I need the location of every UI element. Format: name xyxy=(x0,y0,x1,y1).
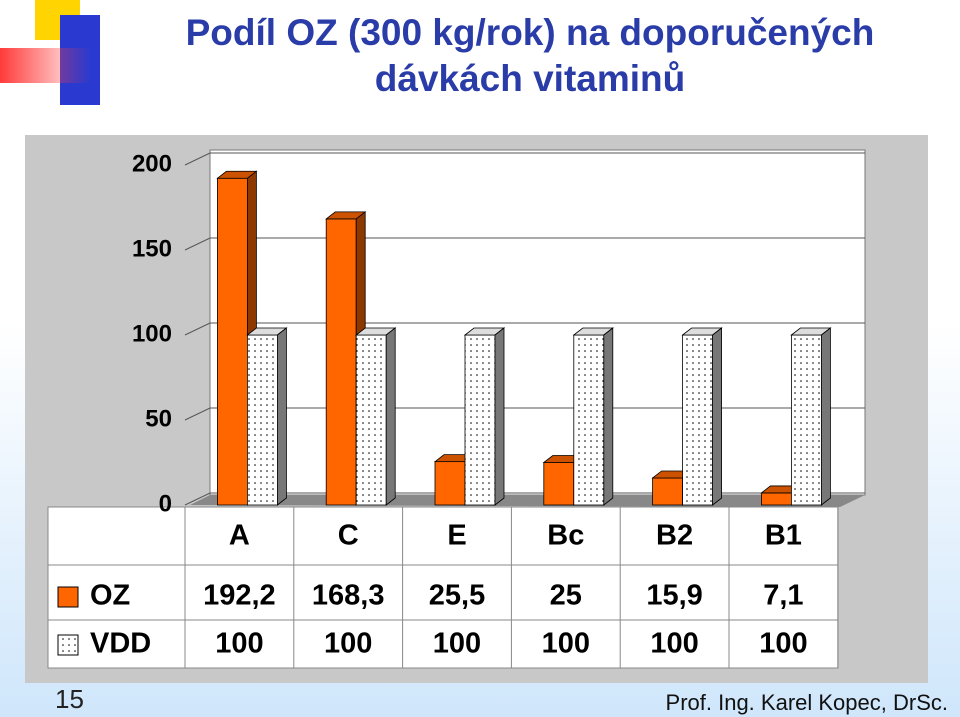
bar-front xyxy=(464,334,496,506)
table-value: 15,9 xyxy=(646,580,702,612)
x-tick-label: Bc xyxy=(547,520,584,552)
slide-number: 15 xyxy=(55,684,84,714)
bar-front xyxy=(761,492,792,506)
x-tick-label: C xyxy=(338,520,359,552)
bar-side xyxy=(821,327,831,506)
footer: Prof. Ing. Karel Kopec, DrSc. xyxy=(665,690,948,715)
table-value: 7,1 xyxy=(763,580,803,612)
decor xyxy=(0,48,90,83)
grid-line xyxy=(184,492,865,506)
grid-line xyxy=(184,322,865,336)
table-value: 100 xyxy=(433,628,481,660)
legend-label: OZ xyxy=(90,580,130,612)
table-value: 100 xyxy=(759,628,807,660)
bar-front xyxy=(682,334,713,506)
grid-line xyxy=(184,152,865,166)
bar-side xyxy=(712,327,722,506)
bar xyxy=(572,327,614,506)
x-tick-label: B1 xyxy=(765,520,802,552)
bar-front xyxy=(791,334,822,506)
table-value: 168,3 xyxy=(312,580,385,612)
bar-front xyxy=(355,334,387,506)
bar-front xyxy=(573,334,605,506)
grid-line xyxy=(184,407,865,421)
legend-label: VDD xyxy=(90,628,151,660)
bar-front xyxy=(434,461,466,506)
bar-side xyxy=(276,327,287,506)
table-value: 100 xyxy=(215,628,263,660)
bar-front xyxy=(543,462,575,506)
y-tick-label: 150 xyxy=(132,235,172,262)
bar xyxy=(355,327,397,506)
x-tick-label: E xyxy=(447,520,466,552)
bar-front xyxy=(246,334,278,506)
table-value: 100 xyxy=(650,628,698,660)
table-value: 192,2 xyxy=(203,580,276,612)
table-value: 100 xyxy=(324,628,372,660)
y-tick-label: 100 xyxy=(132,320,172,347)
legend-swatch xyxy=(57,634,79,656)
table-value: 25 xyxy=(550,580,582,612)
y-tick-label: 50 xyxy=(145,405,172,432)
table-value: 25,5 xyxy=(429,580,485,612)
bar-side xyxy=(603,327,614,506)
bar-side xyxy=(385,327,396,506)
x-tick-label: A xyxy=(229,520,250,552)
title: Podíl OZ (300 kg/rok) na doporučených dá… xyxy=(185,12,875,99)
grid-line xyxy=(184,237,865,251)
bar xyxy=(790,327,832,506)
y-tick-label: 200 xyxy=(132,150,172,177)
x-tick-label: B2 xyxy=(656,520,693,552)
y-tick-label: 0 xyxy=(159,490,172,517)
bar-front xyxy=(652,477,683,506)
bar xyxy=(246,327,288,506)
bar-front xyxy=(325,218,357,506)
plot: 0 50 100 150 200 A C E Bc B2 B1 OZ 192,2 168,3 25,5 25 1… xyxy=(48,150,865,668)
legend-swatch xyxy=(57,586,79,608)
table-value: 100 xyxy=(542,628,590,660)
bar-side xyxy=(494,327,505,506)
bar xyxy=(463,327,506,506)
bar xyxy=(681,327,723,506)
bar-front xyxy=(216,177,248,506)
table xyxy=(47,506,839,669)
